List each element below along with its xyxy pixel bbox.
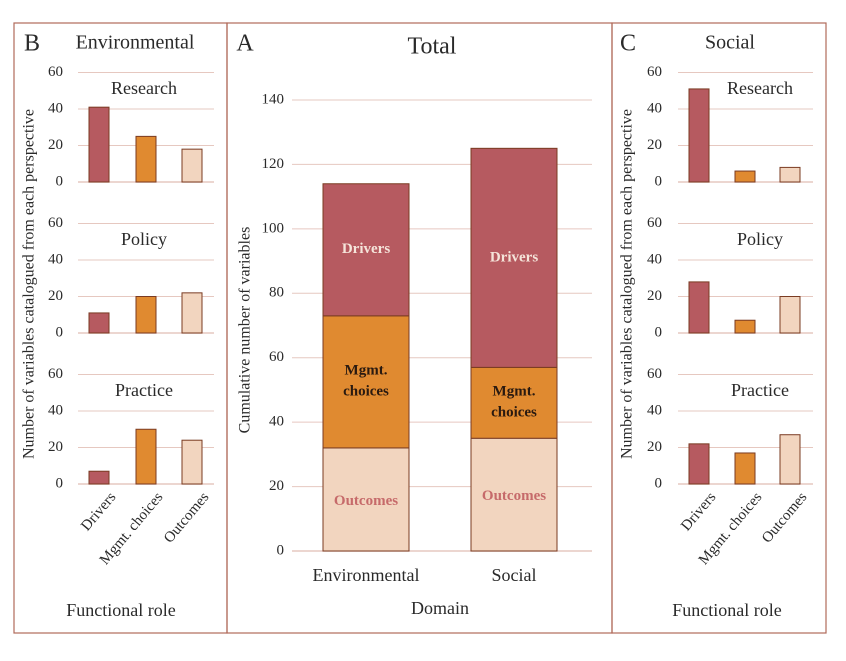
segment-label-drivers: Drivers xyxy=(490,249,538,265)
panel-b-ytick: 0 xyxy=(56,475,64,491)
panel-c-xtick: Drivers xyxy=(678,489,719,534)
panel-a-ytick: 100 xyxy=(262,220,285,236)
panel-c-bar xyxy=(779,434,801,485)
panel-c-bar xyxy=(688,281,710,334)
panel-b-bar xyxy=(181,439,203,485)
panel-c-ylabel: Number of variables catalogued from each… xyxy=(619,109,636,459)
panel-b-ytick: 20 xyxy=(48,439,63,455)
panel-a-xlabel: Domain xyxy=(411,598,469,618)
panel-letter-b: B xyxy=(24,31,40,57)
panel-b-bar xyxy=(135,428,157,485)
panel-c-subplot-title: Research xyxy=(727,78,793,98)
segment-label-mgmt: choices xyxy=(343,383,389,399)
panel-c-ytick: 60 xyxy=(647,366,662,382)
panel-a-ytick: 80 xyxy=(269,285,284,301)
panel-b-bar xyxy=(181,148,203,183)
panel-letter-a: A xyxy=(236,31,254,57)
panel-c-bar xyxy=(688,443,710,485)
stacked-bar-segment xyxy=(470,147,558,368)
panel-a-ytick: 40 xyxy=(269,414,284,430)
panel-c-xlabel: Functional role xyxy=(672,600,781,620)
panel-c-ytick: 40 xyxy=(647,251,662,267)
panel-b-ytick: 0 xyxy=(56,324,64,340)
segment-label-outcomes: Outcomes xyxy=(482,488,546,504)
panel-a-title: Total xyxy=(408,34,457,60)
panel-b-ytick: 60 xyxy=(48,215,63,231)
segment-label-drivers: Drivers xyxy=(342,241,390,257)
panel-c-ytick: 40 xyxy=(647,402,662,418)
panel-c-ytick: 20 xyxy=(647,288,662,304)
panel-b-ytick: 60 xyxy=(48,366,63,382)
panel-b-subplot-title: Policy xyxy=(121,229,167,249)
panel-c-ytick: 60 xyxy=(647,64,662,80)
panel-c-ytick: 40 xyxy=(647,100,662,116)
segment-label-outcomes: Outcomes xyxy=(334,493,398,509)
panel-b-bar xyxy=(88,312,110,334)
panel-b-ylabel: Number of variables catalogued from each… xyxy=(21,109,38,459)
panel-c-title: Social xyxy=(705,32,755,54)
panel-a-ytick: 60 xyxy=(269,349,284,365)
panel-b-xtick: Drivers xyxy=(78,489,119,534)
panel-b-bar xyxy=(135,296,157,334)
stacked-bar-segment xyxy=(322,315,410,449)
panel-b-subplot-title: Practice xyxy=(115,380,173,400)
panel-b-bar xyxy=(135,135,157,183)
panel-a-xtick: Social xyxy=(492,565,537,585)
panel-c-ytick: 20 xyxy=(647,137,662,153)
panel-letter-c: C xyxy=(620,31,636,57)
segment-label-mgmt: choices xyxy=(491,404,537,420)
panel-b-title: Environmental xyxy=(76,32,195,54)
stacked-bar-segment xyxy=(322,183,410,317)
panel-a-ytick: 20 xyxy=(269,478,284,494)
panel-b-ytick: 40 xyxy=(48,402,63,418)
panel-c-ytick: 0 xyxy=(655,475,663,491)
panel-a-ytick: 120 xyxy=(262,156,285,172)
panel-b-subplot-title: Research xyxy=(111,78,177,98)
panel-c-bar xyxy=(734,452,756,485)
panel-c-ytick: 0 xyxy=(655,173,663,189)
panel-c-bar xyxy=(688,88,710,183)
panel-c-ytick: 60 xyxy=(647,215,662,231)
panel-c-xtick: Outcomes xyxy=(759,489,810,546)
panel-c-bar xyxy=(779,296,801,334)
panel-b-ytick: 40 xyxy=(48,100,63,116)
panel-b-xlabel: Functional role xyxy=(66,600,175,620)
panel-b-ytick: 0 xyxy=(56,173,64,189)
panel-c-ytick: 20 xyxy=(647,439,662,455)
panel-b-bar xyxy=(88,106,110,183)
panel-b-bar xyxy=(181,292,203,334)
panel-b-xtick: Outcomes xyxy=(161,489,212,546)
panel-a-ytick: 140 xyxy=(262,91,285,107)
panel-b-ytick: 20 xyxy=(48,288,63,304)
panel-b-ytick: 60 xyxy=(48,64,63,80)
panel-b-bar xyxy=(88,470,110,485)
panel-c-subplot-title: Practice xyxy=(731,380,789,400)
panel-a-xtick: Environmental xyxy=(313,565,420,585)
panel-c-bar xyxy=(734,319,756,334)
stacked-bar-segment xyxy=(470,366,558,439)
panel-c-bar xyxy=(779,166,801,183)
panel-c-ytick: 0 xyxy=(655,324,663,340)
segment-label-mgmt: Mgmt. xyxy=(345,362,388,378)
panel-a-ylabel: Cumulative number of variables xyxy=(237,227,254,434)
panel-b-ytick: 40 xyxy=(48,251,63,267)
segment-label-mgmt: Mgmt. xyxy=(493,383,536,399)
panel-c-subplot-title: Policy xyxy=(737,229,783,249)
panel-c-frame xyxy=(611,22,827,634)
stacked-bar-segment xyxy=(322,447,410,552)
panel-b-ytick: 20 xyxy=(48,137,63,153)
panel-a-ytick: 0 xyxy=(277,542,285,558)
panel-c-bar xyxy=(734,170,756,183)
